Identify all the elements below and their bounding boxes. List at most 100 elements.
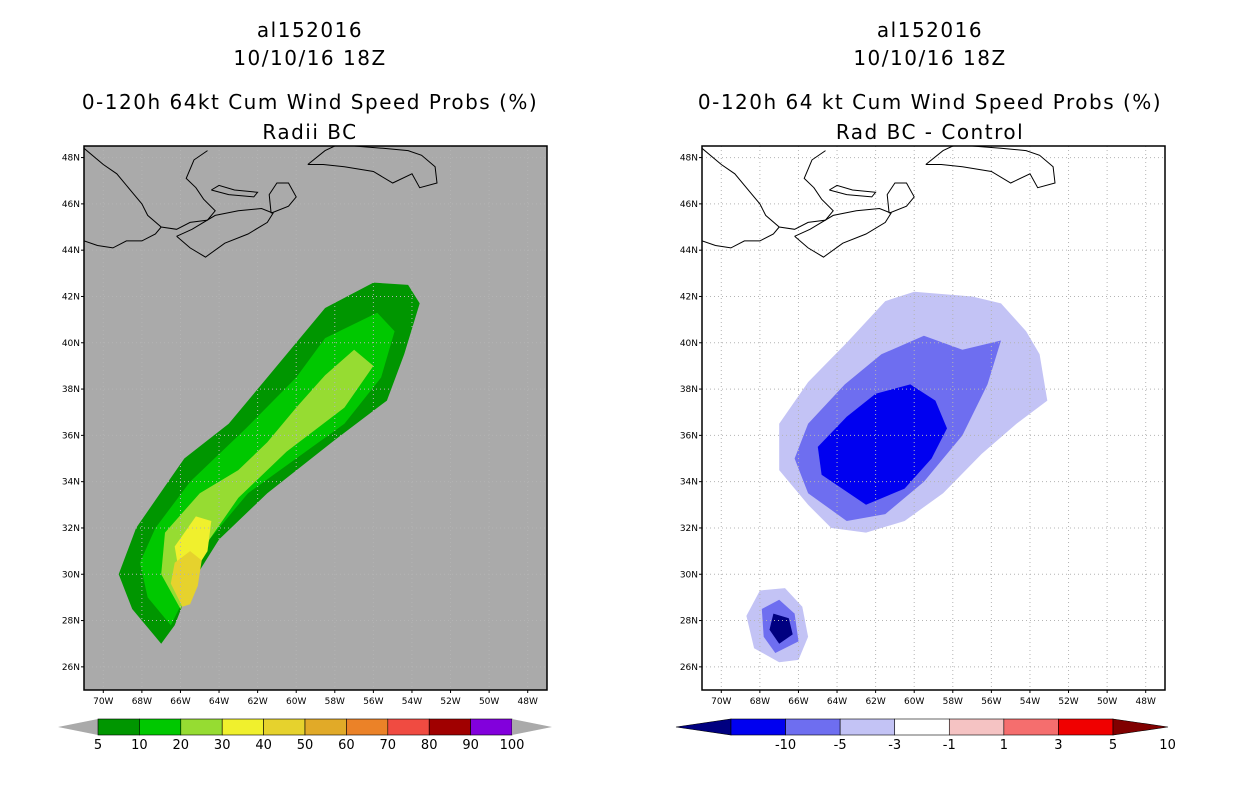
right-contour-neg10-5 — [769, 613, 793, 644]
left-title-4: Radii BC — [262, 120, 358, 144]
right-colorbar-swatch — [948, 718, 1005, 736]
left-colorbar-swatch — [304, 718, 347, 736]
right-coastline-0 — [702, 147, 834, 230]
left-title-1: al152016 — [256, 18, 364, 42]
right-colorbar-label: 5 — [1109, 738, 1117, 753]
left-colorbar-swatch — [97, 718, 140, 736]
left-xtick-label: 54W — [402, 697, 422, 707]
left-colorbar-label: 100 — [500, 738, 525, 753]
left-xtick-label: 48W — [518, 697, 538, 707]
right-title-1: al152016 — [876, 18, 984, 42]
left-ytick-label: 30N — [62, 570, 80, 580]
left-coastline-4 — [211, 184, 259, 198]
right-ytick-label: 36N — [680, 431, 698, 441]
right-ytick-label: 28N — [680, 617, 698, 627]
right-xtick-label: 50W — [1097, 697, 1117, 707]
right-colorbar-under-arrow — [675, 718, 732, 736]
right-colorbar-swatch — [785, 718, 841, 736]
right-coastline-2 — [794, 207, 892, 258]
right-coastline-3 — [886, 182, 915, 214]
right-colorbar-over-arrow — [1112, 718, 1169, 736]
left-colorbar-swatch — [139, 718, 182, 736]
right-colorbar-swatch — [730, 718, 786, 736]
left-colorbar-label: 40 — [255, 738, 272, 753]
left-coastline-2 — [176, 207, 274, 258]
left-contour-40-4 — [170, 551, 202, 607]
left-ytick-label: 36N — [62, 431, 80, 441]
left-xtick-label: 60W — [286, 697, 306, 707]
left-colorbar-label: 5 — [94, 738, 102, 753]
right-xtick-label: 62W — [865, 697, 885, 707]
right-xtick-label: 64W — [827, 697, 847, 707]
left-ytick-label: 40N — [62, 339, 80, 349]
right-ytick-label: 44N — [680, 246, 698, 256]
left-colorbar-over-arrow — [512, 719, 552, 735]
left-plot-area — [84, 146, 547, 690]
left-ytick-label: 28N — [62, 617, 80, 627]
left-colorbar-swatch — [180, 718, 223, 736]
left-colorbar-label: 20 — [173, 738, 190, 753]
right-xtick-label: 68W — [750, 697, 770, 707]
left-xtick-label: 68W — [132, 697, 152, 707]
right-ytick-label: 42N — [680, 292, 698, 302]
left-xtick-label: 62W — [247, 697, 267, 707]
right-coastline-4 — [829, 184, 877, 198]
right-colorbar-swatch — [1003, 718, 1059, 736]
left-xtick-label: 52W — [440, 697, 460, 707]
right-xtick-label: 60W — [904, 697, 924, 707]
right-ytick-label: 26N — [680, 663, 698, 673]
right-xtick-label: 66W — [788, 697, 808, 707]
left-colorbar-swatch — [387, 718, 430, 736]
right-ytick-label: 34N — [680, 478, 698, 488]
right-ytick-label: 32N — [680, 524, 698, 534]
left-colorbar-swatch — [346, 718, 389, 736]
left-coastline-0 — [84, 147, 216, 230]
right-ytick-label: 40N — [680, 339, 698, 349]
right-title-2: 10/10/16 18Z — [853, 46, 1007, 70]
right-colorbar-swatch — [839, 718, 896, 736]
right-colorbar-label: 3 — [1054, 738, 1062, 753]
left-contour-20-2 — [161, 349, 374, 609]
left-xtick-label: 64W — [209, 697, 229, 707]
right-ytick-label: 30N — [680, 570, 698, 580]
left-ytick-label: 42N — [62, 292, 80, 302]
left-colorbar-swatch — [470, 718, 513, 736]
left-colorbar-under-arrow — [58, 719, 98, 735]
right-xtick-label: 48W — [1136, 697, 1156, 707]
right-ytick-label: 48N — [680, 154, 698, 164]
left-colorbar-swatch — [221, 718, 264, 736]
left-colorbar-label: 80 — [421, 738, 438, 753]
right-xtick-label: 58W — [943, 697, 963, 707]
left-ytick-label: 44N — [62, 246, 80, 256]
right-plot-area — [702, 146, 1165, 690]
right-title-4: Rad BC - Control — [835, 120, 1025, 144]
left-title-3: 0-120h 64kt Cum Wind Speed Probs (%) — [81, 90, 539, 114]
right-ytick-label: 38N — [680, 385, 698, 395]
right-colorbar-label: -1 — [943, 738, 956, 753]
left-ytick-label: 34N — [62, 478, 80, 488]
right-colorbar: -10 -5 -3 -1 1 3 5 10 — [675, 718, 1176, 753]
right-colorbar-label: -5 — [834, 738, 847, 753]
right-coastline-5 — [925, 146, 1056, 189]
right-colorbar-swatch — [1058, 718, 1114, 736]
right-xtick-label: 52W — [1058, 697, 1078, 707]
left-ytick-label: 38N — [62, 385, 80, 395]
left-colorbar-swatch — [428, 718, 471, 736]
right-ytick-label: 46N — [680, 200, 698, 210]
left-plot-frame — [83, 145, 548, 691]
left-ytick-label: 48N — [62, 154, 80, 164]
left-colorbar-label: 70 — [380, 738, 397, 753]
right-colorbar-swatch — [894, 718, 950, 736]
left-colorbar-label: 30 — [214, 738, 231, 753]
right-colorbar-label: -10 — [775, 738, 796, 753]
left-coastline-3 — [268, 182, 297, 214]
right-xtick-label: 70W — [711, 697, 731, 707]
left-colorbar-label: 90 — [462, 738, 479, 753]
left-colorbar-label: 10 — [131, 738, 148, 753]
right-plot-frame — [701, 145, 1166, 691]
left-xtick-label: 70W — [93, 697, 113, 707]
left-xtick-label: 66W — [170, 697, 190, 707]
left-coastline-1 — [84, 226, 162, 249]
right-title-3: 0-120h 64 kt Cum Wind Speed Probs (%) — [697, 90, 1163, 114]
